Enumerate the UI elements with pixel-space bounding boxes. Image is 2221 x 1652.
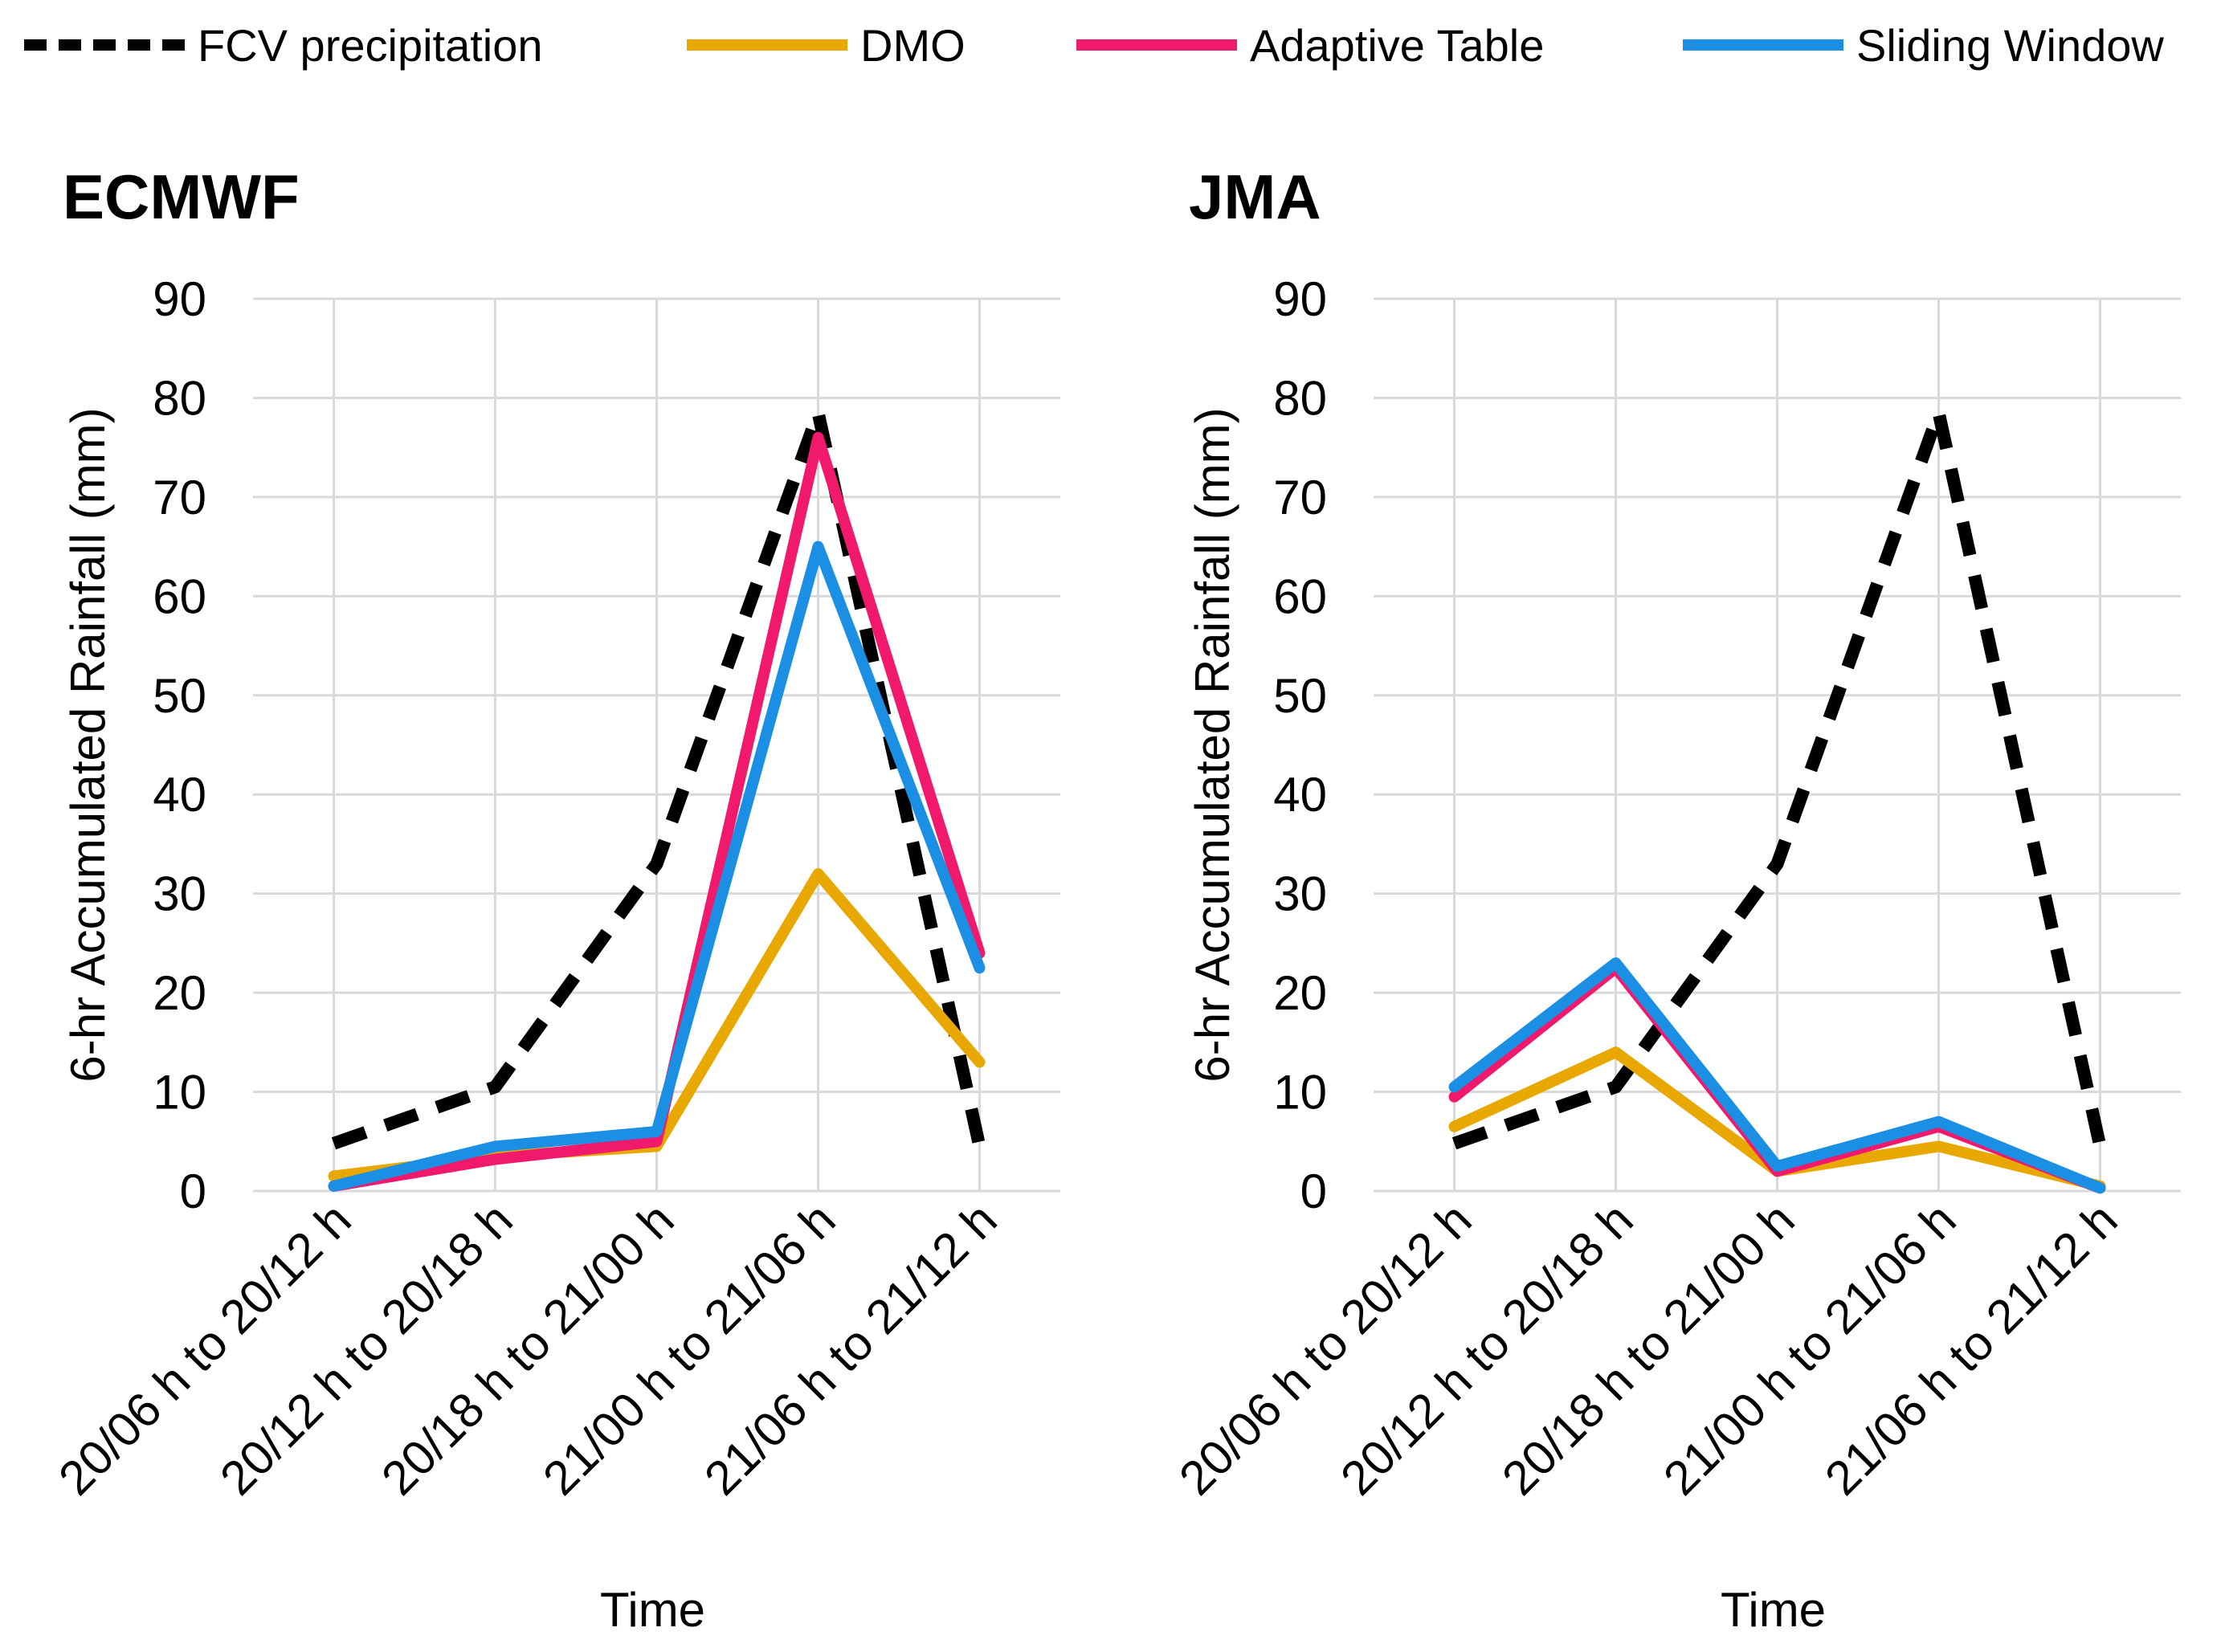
legend-item-adaptive-table: Adaptive Table <box>1076 11 1544 79</box>
chart-title: JMA <box>1189 161 1321 232</box>
series-line-fcv-precipitation <box>1451 406 2107 1150</box>
y-tick-label: 10 <box>1273 1066 1327 1120</box>
legend-label-adaptive-table: Adaptive Table <box>1250 19 1545 71</box>
x-tick-label: 21/00 h to 21/06 h <box>533 1193 845 1505</box>
chart-legend: FCV precipitation DMO Adaptive Table Sli… <box>0 0 2221 88</box>
y-tick-label: 80 <box>1273 371 1327 425</box>
legend-label-dmo: DMO <box>860 19 966 71</box>
jma-chart: JMA 0 10 20 30 40 50 60 70 80 90 6-hr Accumulated R… <box>1169 161 2181 1637</box>
chart-title: ECMWF <box>63 161 300 232</box>
legend-item-fcv-precipitation: FCV precipitation <box>24 11 543 79</box>
y-tick-label: 60 <box>1273 569 1327 623</box>
y-axis-title: 6-hr Accumulated Rainfall (mm) <box>1186 407 1239 1082</box>
y-tick-label: 50 <box>153 669 206 723</box>
x-tick-label: 20/06 h to 20/12 h <box>1169 1193 1481 1505</box>
legend-label-sliding-window: Sliding Window <box>1856 19 2164 71</box>
y-tick-label: 0 <box>180 1165 206 1218</box>
x-tick-label: 21/00 h to 21/06 h <box>1653 1193 1966 1505</box>
series-line-fcv-precipitation <box>331 406 986 1150</box>
legend-swatch-dmo <box>687 39 847 51</box>
legend-item-dmo: DMO <box>687 11 966 79</box>
y-tick-label: 0 <box>1300 1165 1327 1218</box>
y-tick-label: 10 <box>153 1066 206 1120</box>
y-tick-label: 20 <box>1273 966 1327 1020</box>
x-tick-label: 20/12 h to 20/18 h <box>1330 1193 1643 1505</box>
y-tick-label: 80 <box>153 371 206 425</box>
x-axis-title: Time <box>600 1583 705 1637</box>
x-axis-title: Time <box>1721 1583 1826 1637</box>
y-tick-label: 40 <box>153 768 206 822</box>
x-tick-label: 20/12 h to 20/18 h <box>210 1193 522 1505</box>
y-tick-label: 90 <box>1273 272 1327 326</box>
legend-label-fcv-precipitation: FCV precipitation <box>198 19 543 71</box>
x-tick-label: 20/18 h to 21/00 h <box>371 1193 684 1505</box>
y-tick-label: 50 <box>1273 669 1327 723</box>
series-line-sliding-window <box>328 540 986 1192</box>
y-tick-label: 70 <box>153 471 206 524</box>
y-axis-title: 6-hr Accumulated Rainfall (mm) <box>61 407 115 1082</box>
series-line-sliding-window <box>1448 957 2106 1194</box>
series-line-adaptive-table <box>328 431 986 1192</box>
y-tick-label: 30 <box>1273 867 1327 921</box>
legend-swatch-adaptive-table <box>1076 39 1237 51</box>
x-tick-label: 20/18 h to 21/00 h <box>1492 1193 1804 1505</box>
ecmwf-chart: ECMWF 0 10 20 30 40 50 60 70 80 90 6-hr Accumulated… <box>48 161 1060 1637</box>
y-tick-label: 90 <box>153 272 206 326</box>
legend-swatch-fcv-precipitation <box>24 39 185 51</box>
x-tick-label: 20/06 h to 20/12 h <box>48 1193 361 1505</box>
y-tick-label: 40 <box>1273 768 1327 822</box>
y-tick-label: 30 <box>153 867 206 921</box>
y-tick-label: 60 <box>153 569 206 623</box>
x-tick-label: 21/06 h to 21/12 h <box>694 1193 1006 1505</box>
x-tick-label: 21/06 h to 21/12 h <box>1815 1193 2127 1505</box>
y-tick-label: 70 <box>1273 471 1327 524</box>
legend-item-sliding-window: Sliding Window <box>1683 11 2164 79</box>
legend-swatch-sliding-window <box>1683 39 1843 51</box>
y-tick-label: 20 <box>153 966 206 1020</box>
